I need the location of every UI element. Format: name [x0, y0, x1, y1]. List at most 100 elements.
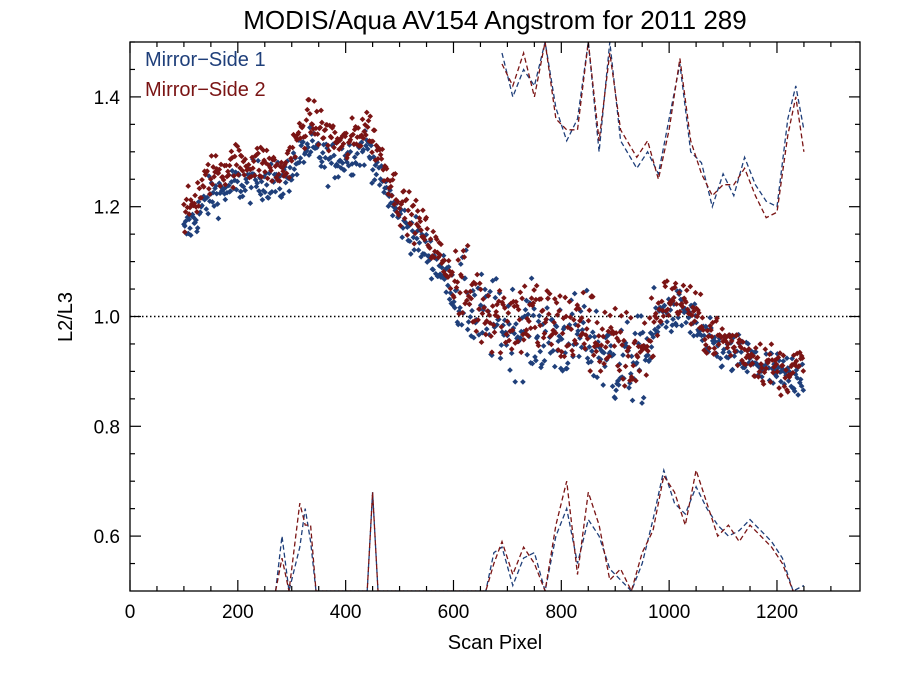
- series-2-point: [231, 153, 238, 160]
- series-2-point: [445, 274, 451, 281]
- series-2-point: [600, 333, 607, 340]
- series-1-point: [464, 326, 471, 333]
- series-2-point: [504, 318, 511, 325]
- series-2-point: [527, 325, 534, 332]
- series-1-point: [509, 286, 516, 293]
- series-1-point: [482, 286, 488, 293]
- series-2-point: [199, 176, 205, 183]
- series-2-point: [626, 344, 632, 351]
- chart-title: MODIS/Aqua AV154 Angstrom for 2011 289: [243, 5, 746, 35]
- series-2-point: [766, 351, 773, 358]
- series-2-point: [557, 293, 563, 299]
- series-2-point: [537, 322, 544, 329]
- series-1-point: [280, 191, 286, 197]
- series-2-lower-dashed-line: [274, 467, 804, 591]
- series-1-point: [457, 304, 463, 311]
- series-2-point: [777, 350, 783, 356]
- series-2-point: [531, 287, 537, 293]
- series-1-point: [376, 182, 383, 188]
- series-2-point: [515, 306, 522, 313]
- series-2-point: [421, 236, 428, 243]
- series-2-point: [551, 296, 558, 302]
- series-2-point: [559, 330, 566, 337]
- series-2-point: [580, 289, 587, 296]
- series-2-point: [476, 306, 482, 312]
- series-1-point: [237, 188, 244, 195]
- series-1-point: [227, 188, 234, 194]
- series-2-point: [778, 392, 784, 399]
- series-2-point: [651, 319, 657, 325]
- series-2-point: [401, 215, 408, 222]
- series-2-point: [648, 295, 655, 301]
- series-2-point: [433, 236, 440, 243]
- series-1-point: [773, 373, 780, 380]
- series-2-point: [388, 192, 395, 199]
- series-2-point: [567, 314, 574, 321]
- series-2-point: [322, 126, 329, 133]
- series-1-point: [523, 297, 530, 304]
- series-2-point: [395, 212, 402, 218]
- series-1-point: [608, 342, 614, 349]
- series-2-point: [708, 333, 715, 340]
- series-2-point: [514, 338, 521, 345]
- series-1-point: [634, 313, 641, 319]
- series-1-point: [576, 353, 582, 360]
- series-2-point: [363, 109, 370, 116]
- series-2-point: [570, 352, 576, 358]
- series-1-point: [561, 324, 568, 330]
- series-1-point: [287, 164, 293, 171]
- series-2-point: [181, 229, 188, 235]
- series-1-point: [209, 199, 216, 205]
- series-2-point: [403, 196, 410, 203]
- series-2-point: [489, 303, 496, 309]
- series-2-point: [330, 123, 336, 129]
- y-tick-label: 1.0: [94, 308, 120, 329]
- series-1-point: [530, 312, 537, 319]
- series-2-point: [183, 196, 190, 203]
- series-1-point: [415, 247, 422, 253]
- series-2-point: [396, 205, 403, 212]
- series-1-point: [199, 202, 205, 209]
- series-2-point: [364, 124, 371, 130]
- series-2-point: [724, 344, 731, 351]
- series-2-point: [209, 181, 216, 188]
- series-2-point: [355, 125, 362, 131]
- series-1-point: [451, 304, 458, 311]
- series-2-point: [307, 129, 314, 136]
- series-2-point: [319, 119, 325, 126]
- series-1-point: [731, 353, 738, 359]
- series-1-point: [589, 348, 595, 354]
- series-1-point: [457, 261, 464, 267]
- series-2-point: [245, 161, 252, 168]
- series-2-point: [790, 369, 796, 376]
- series-1-point: [265, 195, 272, 201]
- series-1-point: [319, 149, 326, 156]
- series-2-point: [286, 174, 293, 181]
- series-2-point: [307, 110, 313, 117]
- series-2-point: [742, 361, 749, 368]
- series-1-point: [639, 400, 645, 406]
- series-2-point: [195, 203, 202, 209]
- series-2-point: [347, 136, 354, 143]
- series-2-point: [800, 368, 807, 374]
- series-2-point: [767, 379, 774, 385]
- series-2-point: [645, 348, 651, 354]
- series-1-point: [369, 180, 375, 186]
- series-2-point: [360, 135, 367, 142]
- series-2-point: [430, 228, 437, 235]
- series-2-point: [525, 332, 531, 339]
- series-2-upper-dashed-line: [501, 42, 805, 219]
- series-1-point: [242, 187, 249, 194]
- series-2-point: [479, 310, 486, 317]
- series-1-point: [389, 212, 396, 219]
- series-1-point: [371, 177, 378, 183]
- series-2-point: [691, 318, 698, 325]
- series-1-point: [763, 351, 770, 357]
- series-1-point: [507, 367, 513, 373]
- series-2-point: [340, 140, 347, 147]
- series-1-point: [651, 284, 657, 291]
- series-2-point: [216, 166, 223, 173]
- series-1-point: [533, 357, 539, 364]
- series-2-point: [369, 138, 376, 145]
- series-2-point: [565, 342, 572, 348]
